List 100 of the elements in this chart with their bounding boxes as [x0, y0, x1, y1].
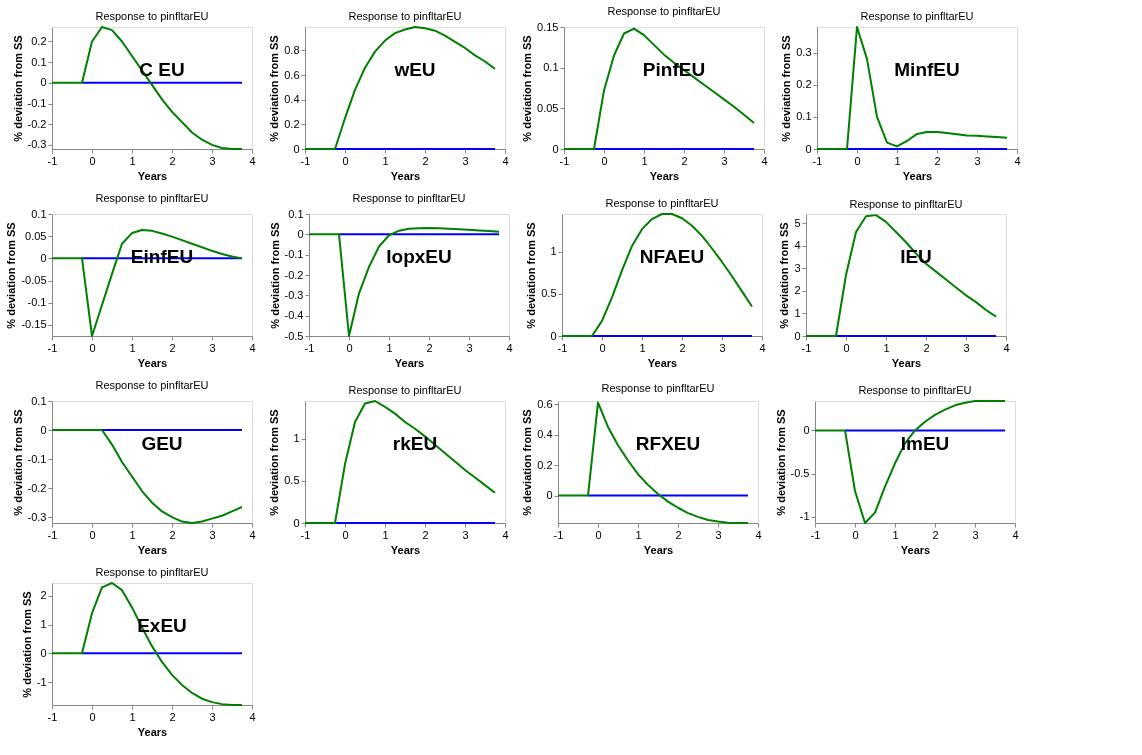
y-axis-title: % deviation from SS [20, 591, 33, 698]
x-tick-label: 4 [249, 710, 256, 723]
x-tick-label: 1 [129, 154, 136, 167]
x-axis-title: Years [649, 169, 680, 182]
x-tick-label: 2 [169, 154, 176, 167]
chart-title: Response to pinfltarEU [849, 198, 963, 210]
x-tick-label: 4 [1003, 341, 1010, 354]
x-tick-label: -1 [812, 154, 823, 167]
x-tick-label: 1 [635, 528, 642, 541]
y-tick-label: 0.1 [31, 207, 47, 220]
y-tick-label: 1 [40, 618, 47, 631]
x-tick-label: 3 [209, 528, 216, 541]
x-axis-title: Years [390, 169, 421, 182]
y-axis-title: % deviation from SS [521, 409, 534, 516]
x-tick-label: 4 [249, 154, 256, 167]
x-tick-label: 2 [679, 341, 686, 354]
x-tick-label: 3 [209, 341, 216, 354]
y-tick-label: -0.4 [284, 309, 304, 322]
x-tick-label: 3 [972, 528, 979, 541]
x-tick-label: 0 [89, 154, 96, 167]
x-tick-label: 0 [346, 341, 353, 354]
annotation: wEU [393, 58, 436, 80]
x-tick-label: 2 [681, 154, 688, 167]
y-tick-label: 0 [293, 142, 300, 155]
x-tick-label: 2 [169, 341, 176, 354]
x-axis-title: Years [643, 543, 674, 556]
chart-title: Response to pinfltarEU [860, 10, 974, 22]
chart-title: Response to pinfltarEU [352, 192, 466, 204]
x-tick-label: -1 [559, 154, 570, 167]
y-tick-label: -0.05 [21, 274, 47, 287]
x-tick-label: 2 [169, 710, 176, 723]
y-tick-label: 0.2 [284, 117, 300, 130]
y-tick-label: 0.1 [31, 55, 47, 68]
line-series [51, 429, 243, 524]
y-tick-label: 0.2 [31, 34, 47, 47]
y-tick-label: 0 [550, 329, 557, 342]
x-tick-label: 4 [249, 528, 256, 541]
y-axis-title: % deviation from SS [525, 222, 538, 329]
x-tick-label: 1 [129, 528, 136, 541]
x-tick-label: 3 [209, 710, 216, 723]
x-tick-label: 0 [89, 710, 96, 723]
y-tick-label: 0.2 [537, 458, 553, 471]
y-tick-label: -0.5 [790, 467, 810, 480]
y-tick-label: 0.6 [537, 397, 553, 410]
y-tick-label: 2 [40, 589, 47, 602]
y-tick-label: 1 [794, 306, 801, 319]
annotation: GEU [141, 432, 183, 454]
y-tick-label: 0.2 [796, 78, 812, 91]
x-tick-label: 4 [1012, 528, 1019, 541]
y-tick-label: -0.2 [27, 117, 47, 130]
x-tick-label: 0 [342, 154, 349, 167]
x-tick-label: 0 [843, 341, 850, 354]
x-axis-title: Years [891, 356, 922, 369]
chart-title: Response to pinfltarEU [858, 384, 972, 396]
y-tick-label: 0 [40, 646, 47, 659]
chart-title: Response to pinfltarEU [95, 10, 209, 22]
y-tick-label: -0.2 [27, 481, 47, 494]
x-tick-label: 1 [129, 710, 136, 723]
chart-title: Response to pinfltarEU [95, 566, 209, 578]
chart-title: Response to pinfltarEU [95, 379, 209, 391]
y-tick-label: 0.1 [543, 61, 559, 74]
y-tick-label: 5 [794, 216, 801, 229]
y-tick-label: -0.2 [284, 268, 304, 281]
y-tick-label: 1 [550, 245, 557, 258]
line-series [51, 228, 243, 337]
x-tick-label: 0 [852, 528, 859, 541]
y-tick-label: 0 [40, 423, 47, 436]
y-tick-label: -0.3 [284, 288, 304, 301]
x-tick-label: 4 [506, 341, 513, 354]
y-tick-label: 0 [40, 76, 47, 89]
y-tick-label: -0.3 [27, 510, 47, 523]
y-tick-label: 0 [293, 516, 300, 529]
chart-title: Response to pinfltarEU [348, 10, 462, 22]
y-tick-label: 4 [794, 239, 801, 252]
x-tick-label: 0 [342, 528, 349, 541]
x-tick-label: 1 [386, 341, 393, 354]
y-tick-label: 0.4 [537, 428, 553, 441]
chart-title: Response to pinfltarEU [95, 192, 209, 204]
y-axis-title: % deviation from SS [268, 35, 281, 142]
y-axis-title: % deviation from SS [5, 222, 18, 329]
x-tick-label: 0 [854, 154, 861, 167]
x-tick-label: 4 [761, 154, 768, 167]
y-tick-label: -0.1 [27, 452, 47, 465]
x-tick-label: 1 [382, 528, 389, 541]
x-tick-label: 2 [932, 528, 939, 541]
annotation: NFAEU [639, 245, 705, 267]
x-tick-label: 3 [963, 341, 970, 354]
x-tick-label: 2 [426, 341, 433, 354]
y-tick-label: 0 [546, 489, 553, 502]
y-tick-label: 1 [293, 432, 300, 445]
x-tick-label: 3 [209, 154, 216, 167]
chart-title: Response to pinfltarEU [601, 382, 715, 395]
y-tick-label: 0 [805, 142, 812, 155]
y-tick-label: 0 [794, 329, 801, 342]
y-tick-label: 0 [803, 423, 810, 436]
x-tick-label: 2 [422, 528, 429, 541]
x-tick-label: 4 [249, 341, 256, 354]
y-tick-label: 0.1 [288, 207, 304, 220]
x-tick-label: 1 [641, 154, 648, 167]
x-tick-label: 3 [462, 154, 469, 167]
